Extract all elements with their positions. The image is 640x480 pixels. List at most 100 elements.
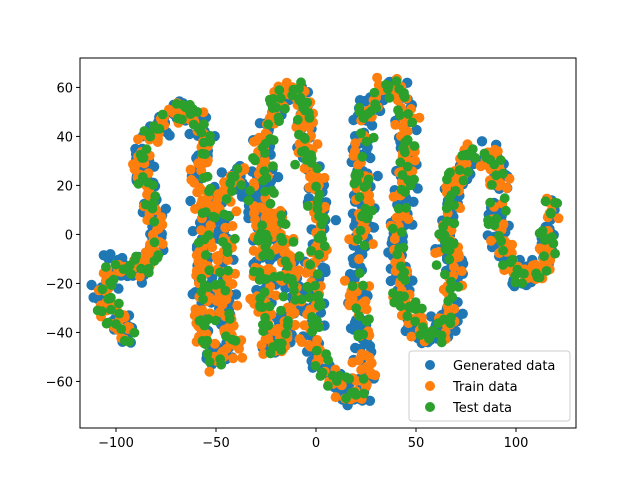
legend-marker-test (425, 402, 435, 412)
data-point (259, 166, 270, 177)
data-point (287, 274, 297, 284)
x-tick-label: 100 (504, 436, 529, 451)
data-point (149, 216, 160, 227)
data-point (124, 260, 135, 271)
data-point (105, 277, 116, 288)
data-point (258, 250, 268, 261)
data-point (312, 269, 323, 280)
data-point (355, 225, 366, 236)
data-point (499, 193, 510, 204)
data-point (184, 128, 195, 140)
data-point (351, 390, 361, 400)
data-point (106, 304, 116, 315)
data-point (296, 294, 307, 305)
data-point (263, 119, 274, 130)
data-point (357, 151, 368, 162)
data-point (486, 235, 496, 246)
data-point (86, 279, 97, 291)
data-point (218, 185, 229, 196)
data-point (299, 132, 309, 143)
data-point (498, 260, 508, 270)
data-point (303, 201, 313, 211)
data-point (269, 215, 280, 226)
data-point (344, 234, 355, 245)
data-point (157, 239, 168, 249)
legend-label-generated: Generated data (453, 359, 555, 374)
data-point (180, 102, 191, 113)
data-point (444, 254, 455, 265)
data-point (394, 211, 405, 222)
data-point (341, 393, 351, 404)
data-point (145, 131, 156, 142)
data-point (275, 93, 286, 104)
data-point (213, 193, 223, 204)
data-point (185, 195, 196, 207)
data-point (290, 159, 300, 170)
data-point (102, 317, 113, 328)
data-point (208, 211, 219, 222)
data-point (394, 84, 405, 94)
data-point (330, 392, 341, 403)
data-point (164, 130, 175, 141)
data-point (313, 290, 324, 301)
data-point (221, 331, 231, 342)
series-layers (86, 72, 564, 411)
data-point (197, 148, 208, 159)
data-point (283, 316, 293, 326)
data-point (202, 171, 213, 182)
legend-box (408, 350, 571, 422)
data-point (454, 165, 465, 176)
data-point (330, 215, 342, 226)
data-point (431, 260, 442, 270)
data-point (133, 134, 143, 145)
data-point (470, 152, 481, 163)
data-point (361, 136, 372, 147)
data-point (463, 167, 473, 177)
data-point (222, 255, 233, 265)
data-point (193, 237, 204, 248)
data-point (248, 245, 259, 256)
legend: Generated data Train data Test data (408, 350, 571, 422)
data-point (201, 250, 211, 260)
legend-marker-generated (425, 360, 435, 370)
data-point (312, 198, 323, 208)
data-point (449, 218, 460, 229)
data-point (390, 119, 401, 130)
data-point (439, 314, 449, 325)
data-point (205, 183, 216, 194)
data-point (196, 273, 207, 284)
data-point (192, 107, 203, 117)
data-point (313, 233, 324, 244)
data-point (110, 259, 121, 270)
data-point (268, 225, 279, 236)
data-point (215, 278, 226, 289)
data-point (401, 203, 411, 213)
data-point (288, 237, 299, 247)
data-point (306, 246, 317, 256)
data-point (491, 213, 502, 224)
data-point (205, 136, 216, 147)
data-point (157, 109, 168, 120)
plot-frame (79, 57, 577, 429)
data-point (306, 157, 317, 168)
data-point (545, 208, 556, 219)
data-point (215, 267, 225, 278)
data-point (255, 293, 266, 304)
data-point (512, 264, 523, 275)
data-point (395, 157, 406, 168)
data-point (367, 239, 378, 250)
data-point (271, 102, 282, 113)
data-point (156, 212, 167, 223)
data-point (411, 124, 422, 136)
data-point (171, 99, 182, 109)
data-point (312, 335, 323, 345)
data-point (445, 284, 456, 294)
data-point (311, 345, 322, 356)
data-point (201, 207, 211, 218)
y-tick-label: 40 (56, 130, 73, 145)
data-point (449, 304, 460, 314)
x-tick-label: 0 (312, 436, 320, 451)
data-point (540, 235, 550, 246)
data-point (308, 319, 318, 329)
data-point (280, 328, 291, 339)
